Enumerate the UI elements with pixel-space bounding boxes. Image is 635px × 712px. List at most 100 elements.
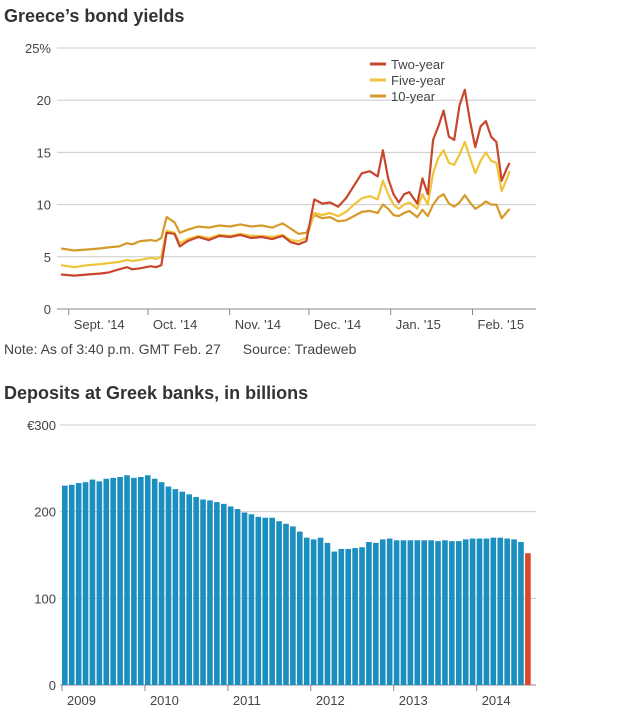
x-tick-label: 2013 — [399, 693, 428, 708]
deposit-bar — [207, 500, 213, 685]
y-tick-label: 15 — [37, 145, 51, 160]
deposit-bar — [234, 509, 241, 685]
x-tick-label: Oct. '14 — [153, 317, 197, 332]
deposit-bar — [290, 526, 296, 685]
deposit-bar — [262, 517, 269, 685]
deposit-bar — [518, 542, 524, 685]
deposit-bar — [144, 475, 151, 685]
y-tick-label: 200 — [34, 505, 56, 520]
yields-chart-title: Greece’s bond yields — [4, 6, 185, 26]
y-tick-label: €300 — [27, 418, 56, 433]
deposit-bar — [379, 539, 386, 685]
deposit-bar — [435, 541, 441, 685]
series-line-five-year — [60, 140, 511, 269]
deposit-bar — [303, 537, 310, 685]
deposit-bar — [103, 478, 110, 685]
deposit-bar — [497, 537, 504, 685]
deposit-bar — [165, 486, 172, 685]
series-line-10-year — [60, 193, 511, 252]
deposit-bar — [428, 540, 434, 685]
deposit-bar — [220, 503, 227, 685]
deposit-bar — [324, 542, 331, 685]
deposit-bar — [62, 485, 68, 685]
x-tick-label: Sept. '14 — [74, 317, 125, 332]
deposit-bar — [393, 540, 400, 685]
deposit-bar — [151, 478, 158, 685]
deposit-bar — [68, 484, 75, 685]
deposit-bar — [110, 477, 116, 685]
deposit-bar — [283, 523, 289, 685]
y-tick-label: 100 — [34, 591, 56, 606]
deposit-bar — [442, 540, 448, 685]
yields-chart: 0 5 10 15 20 25% Sept. '14 Oct. '14 Nov. '14 Dec.… — [25, 41, 536, 332]
deposit-bar — [186, 494, 193, 685]
x-tick-label: 2014 — [482, 693, 511, 708]
deposit-bar — [317, 537, 324, 685]
deposit-bar — [462, 539, 469, 685]
deposit-bar — [359, 547, 365, 685]
deposit-bar — [138, 477, 144, 685]
x-tick-label: Nov. '14 — [235, 317, 281, 332]
deposit-bar — [75, 483, 82, 685]
y-tick-label: 20 — [37, 93, 51, 108]
deposit-bar — [373, 542, 379, 685]
deposit-bar — [89, 479, 96, 685]
x-tick-label: 2009 — [67, 693, 96, 708]
chart-note: Note: As of 3:40 p.m. GMT Feb. 27 Source… — [4, 341, 374, 357]
deposit-bar — [386, 538, 393, 685]
deposit-bar — [193, 496, 199, 685]
deposit-bar — [345, 548, 351, 685]
deposit-bar — [414, 540, 421, 685]
deposit-bar — [124, 475, 130, 685]
x-tick-label: 2010 — [150, 693, 179, 708]
deposit-bar — [504, 538, 510, 685]
y-tick-label: 25% — [25, 41, 51, 56]
deposit-bar — [400, 540, 407, 685]
deposit-bar — [117, 477, 123, 685]
x-tick-label: 2012 — [316, 693, 345, 708]
deposit-bar — [407, 540, 414, 685]
deposit-bar — [248, 514, 255, 685]
deposit-bar — [172, 489, 179, 685]
legend-label: Two-year — [391, 57, 445, 72]
deposit-bar — [525, 553, 531, 685]
deposit-bar — [310, 539, 317, 685]
y-tick-label: 0 — [44, 302, 51, 317]
deposit-bar — [227, 506, 234, 685]
deposit-bar — [469, 538, 476, 685]
deposit-bar — [490, 537, 497, 685]
x-tick-label: Feb. '15 — [478, 317, 525, 332]
x-tick-label: 2011 — [233, 693, 261, 708]
deposit-bar — [131, 477, 137, 685]
deposit-bar — [96, 481, 103, 685]
y-tick-label: 0 — [49, 678, 56, 693]
deposit-bar — [241, 512, 248, 685]
deposit-bar — [483, 538, 490, 685]
deposit-bar — [352, 548, 358, 685]
deposit-bar — [476, 538, 483, 685]
deposit-bar — [276, 521, 282, 685]
legend-label: 10-year — [391, 89, 436, 104]
deposit-bar — [158, 482, 165, 685]
deposit-bar — [331, 551, 338, 685]
deposit-bar — [449, 541, 455, 685]
deposits-chart-title: Deposits at Greek banks, in billions — [4, 383, 309, 403]
legend-label: Five-year — [391, 73, 446, 88]
deposit-bar — [214, 502, 220, 685]
series-line-two-year — [60, 88, 511, 277]
deposit-bar — [200, 499, 206, 685]
note-text: Note: As of 3:40 p.m. GMT Feb. 27 — [4, 341, 221, 357]
deposit-bar — [511, 539, 517, 685]
deposit-bar — [255, 516, 262, 685]
deposit-bar — [297, 531, 303, 685]
deposit-bar — [366, 542, 372, 685]
deposit-bar — [455, 541, 462, 685]
y-tick-label: 5 — [44, 250, 51, 265]
x-tick-label: Jan. '15 — [396, 317, 441, 332]
deposit-bar — [421, 540, 428, 685]
deposit-bar — [82, 482, 89, 685]
deposit-bar — [338, 548, 345, 685]
x-tick-label: Dec. '14 — [314, 317, 361, 332]
y-tick-label: 10 — [37, 198, 51, 213]
